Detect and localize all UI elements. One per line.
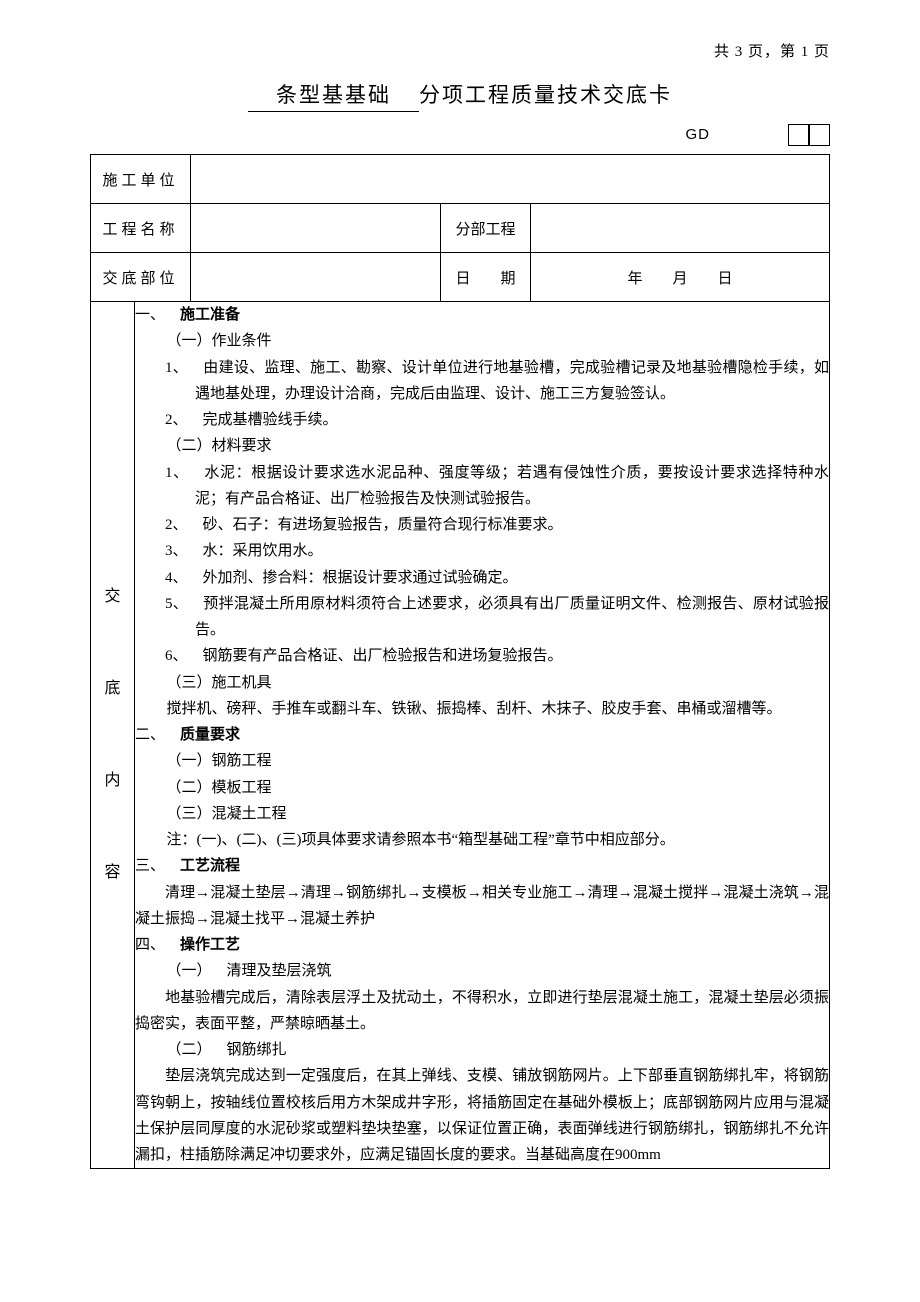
- sec1b-i6: 6、 钢筋要有产品合格证、出厂检验报告和进场复验报告。: [135, 643, 829, 669]
- sec1-heading: 一、 施工准备: [135, 302, 829, 328]
- code-label: GD: [686, 126, 711, 143]
- sec4a-p: 地基验槽完成后，清除表层浮土及扰动土，不得积水，立即进行垫层混凝土施工，混凝土垫…: [135, 985, 829, 1038]
- sec1b-i2: 2、 砂、石子：有进场复验报告，质量符合现行标准要求。: [135, 512, 829, 538]
- sec2-note: 注：(一)、(二)、(三)项具体要求请参照本书“箱型基础工程”章节中相应部分。: [135, 827, 829, 853]
- title-rest: 分项工程质量技术交底卡: [419, 83, 672, 107]
- sec1b-i1: 1、 水泥：根据设计要求选水泥品种、强度等级；若遇有侵蚀性介质，要按设计要求选择…: [135, 460, 829, 513]
- sec2-i2: （二）模板工程: [135, 775, 829, 801]
- sec4-heading: 四、 操作工艺: [135, 932, 829, 958]
- pos-label: 交底部位: [91, 253, 191, 302]
- sec1c-p: 搅拌机、磅秤、手推车或翻斗车、铁锹、振捣棒、刮杆、木抹子、胶皮手套、串桶或溜槽等…: [135, 696, 829, 722]
- project-label: 工程名称: [91, 204, 191, 253]
- sec1b-h: （二）材料要求: [135, 433, 829, 459]
- sec1a-i1: 1、 由建设、监理、施工、勘察、设计单位进行地基验槽，完成验槽记录及地基验槽隐检…: [135, 355, 829, 408]
- sec1c-h: （三）施工机具: [135, 670, 829, 696]
- code-box: [788, 124, 810, 146]
- pos-value: [191, 253, 441, 302]
- project-value: [191, 204, 441, 253]
- document-title: 条型基基础分项工程质量技术交底卡: [90, 79, 830, 112]
- sec1b-i5: 5、 预拌混凝土所用原材料须符合上述要求，必须具有出厂质量证明文件、检测报告、原…: [135, 591, 829, 644]
- title-underlined: 条型基基础: [248, 79, 419, 112]
- sec3-heading: 三、 工艺流程: [135, 853, 829, 879]
- sub-value: [531, 204, 830, 253]
- vlabel-char: 容: [104, 827, 120, 919]
- sec1b-i3: 3、 水：采用饮用水。: [135, 538, 829, 564]
- date-value: 年 月 日: [531, 253, 830, 302]
- sec1b-i4: 4、 外加剂、掺合料：根据设计要求通过试验确定。: [135, 565, 829, 591]
- code-box: [808, 124, 830, 146]
- vertical-label: 交 底 内 容: [91, 302, 135, 1169]
- sec1a-h: （一）作业条件: [135, 328, 829, 354]
- vlabel-char: 交: [104, 551, 120, 643]
- sec3-p: 清理→混凝土垫层→清理→钢筋绑扎→支模板→相关专业施工→清理→混凝土搅拌→混凝土…: [135, 880, 829, 933]
- sec1a-i2: 2、 完成基槽验线手续。: [135, 407, 829, 433]
- sec2-i3: （三）混凝土工程: [135, 801, 829, 827]
- unit-label: 施工单位: [91, 155, 191, 204]
- sec4a-h: （一） 清理及垫层浇筑: [135, 958, 829, 984]
- sec4b-p: 垫层浇筑完成达到一定强度后，在其上弹线、支模、铺放钢筋网片。上下部垂直钢筋绑扎牢…: [135, 1063, 829, 1168]
- sec2-i1: （一）钢筋工程: [135, 748, 829, 774]
- page-number: 共 3 页，第 1 页: [90, 40, 830, 61]
- form-table: 施工单位 工程名称 分部工程 交底部位 日 期 年 月 日 交 底 内 容: [90, 154, 830, 1169]
- code-boxes: [789, 124, 830, 146]
- date-label: 日 期: [441, 253, 531, 302]
- sec2-heading: 二、 质量要求: [135, 722, 829, 748]
- unit-value: [191, 155, 830, 204]
- vlabel-char: 内: [104, 735, 120, 827]
- sec4b-h: （二） 钢筋绑扎: [135, 1037, 829, 1063]
- sub-label: 分部工程: [441, 204, 531, 253]
- vlabel-char: 底: [104, 643, 120, 735]
- content-body: 一、 施工准备 （一）作业条件 1、 由建设、监理、施工、勘察、设计单位进行地基…: [135, 302, 830, 1169]
